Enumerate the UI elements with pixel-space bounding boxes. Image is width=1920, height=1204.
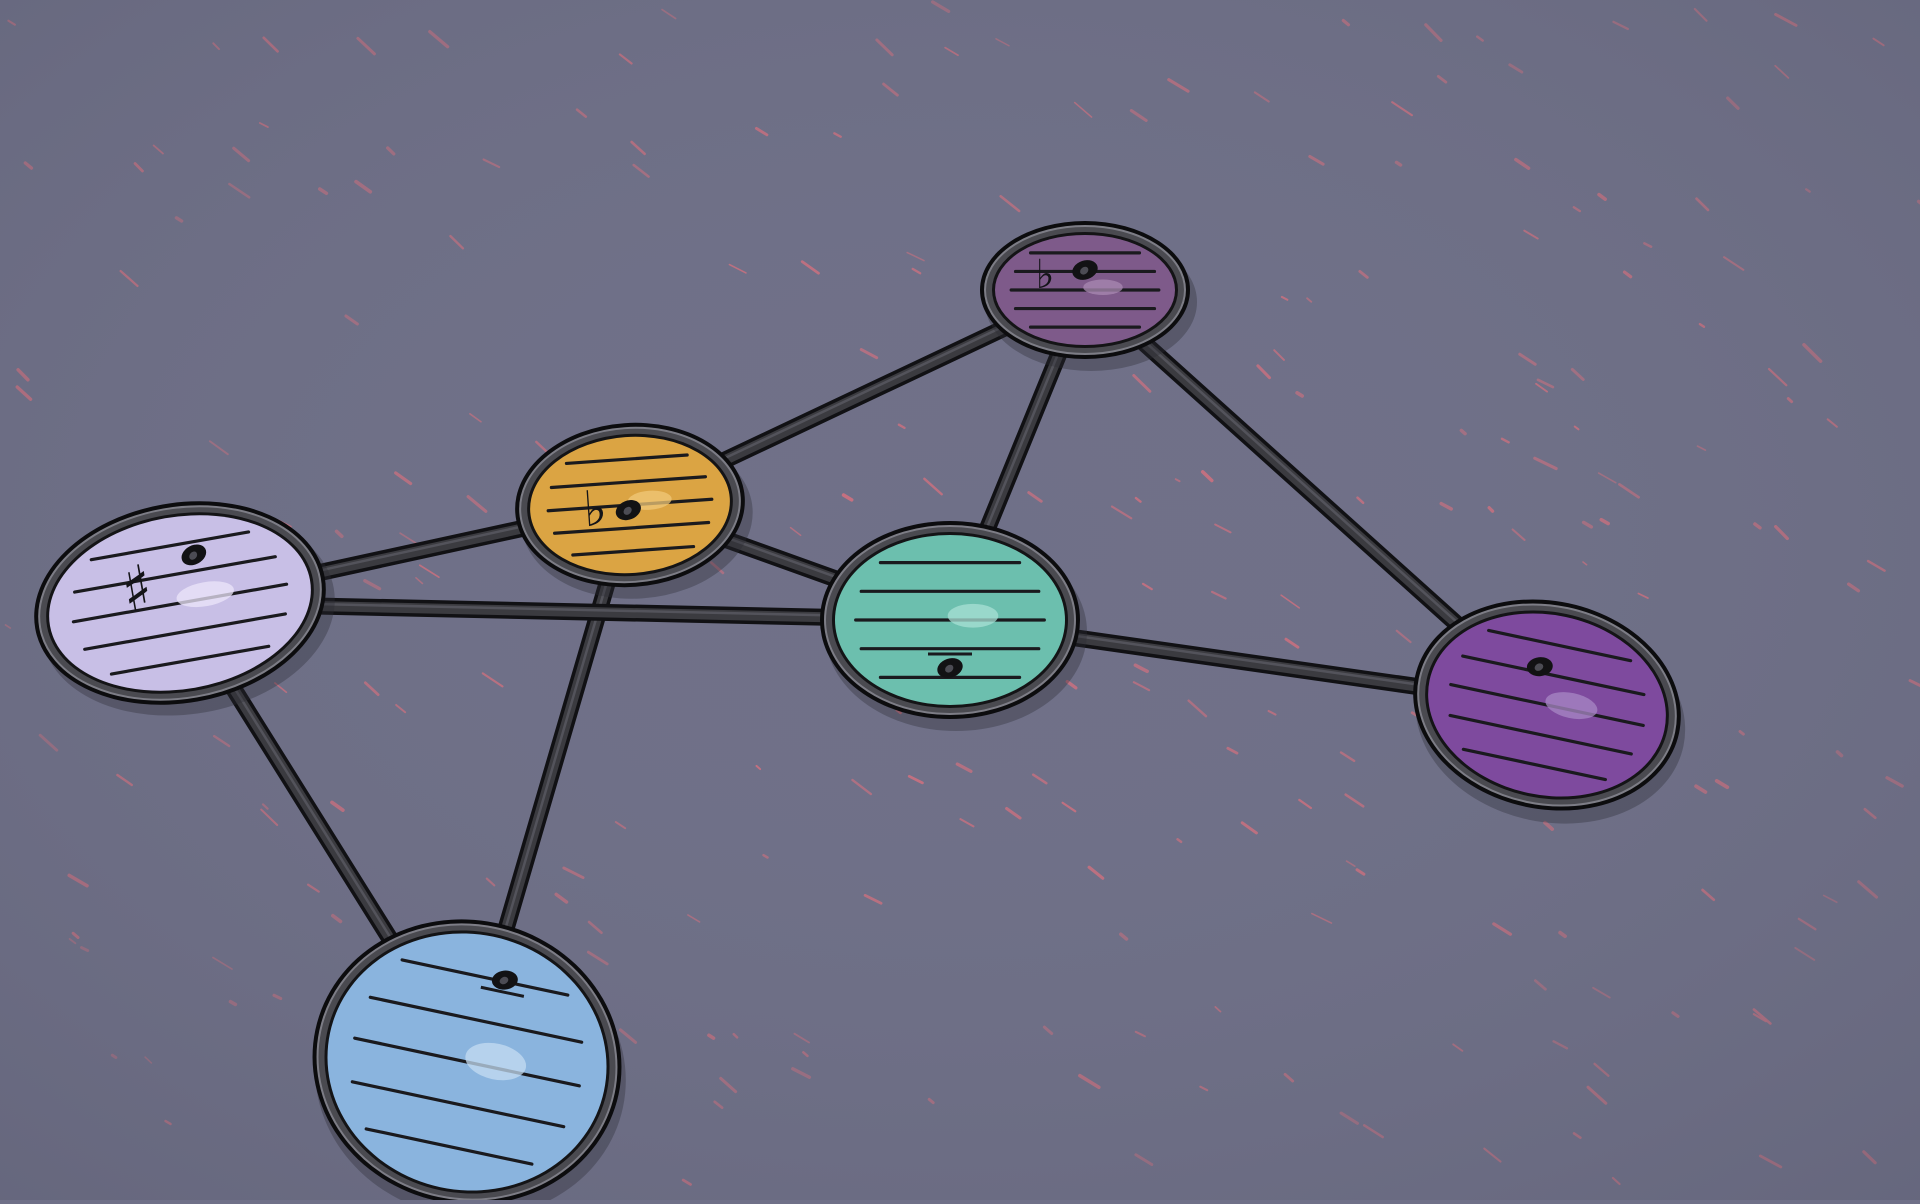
node-glare: [1083, 279, 1123, 295]
node-orange[interactable]: ♭: [510, 415, 759, 607]
staff-lines: [1448, 628, 1646, 782]
node-purple-top[interactable]: ♭: [980, 221, 1197, 371]
node-lavender[interactable]: ♯: [18, 478, 351, 739]
flat-icon: ♭: [1036, 252, 1055, 298]
node-layer: ♭ ♭ ♯: [18, 221, 1708, 1204]
node-violet[interactable]: [1391, 575, 1708, 848]
node-glare: [176, 581, 234, 608]
whole-note-icon: [181, 544, 207, 566]
staff-lines: [546, 453, 714, 557]
node-glare: [465, 1042, 527, 1081]
whole-note-icon: [615, 500, 641, 521]
flat-icon: ♭: [582, 480, 609, 538]
node-glare: [1545, 692, 1598, 720]
node-blue[interactable]: [283, 891, 655, 1204]
node-teal[interactable]: [820, 521, 1087, 731]
whole-note-icon: [1526, 657, 1553, 677]
whole-note-icon: [928, 652, 972, 678]
node-glare: [947, 603, 999, 628]
whole-note-icon: [480, 970, 525, 998]
whole-note-icon: [1072, 260, 1098, 280]
